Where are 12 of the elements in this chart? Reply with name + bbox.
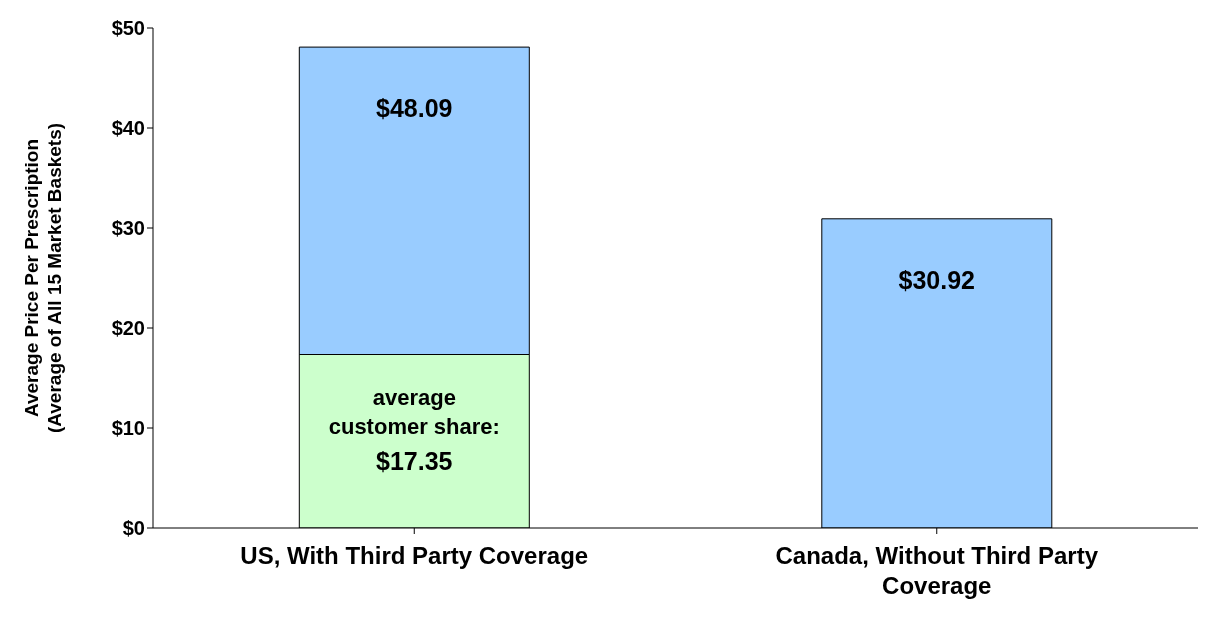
total-label: $48.09 [376, 94, 453, 123]
y-tick-label: $30 [111, 217, 145, 240]
y-tick-label: $0 [122, 517, 145, 540]
y-tick-label: $40 [111, 117, 145, 140]
data-label: average customer share: $17.35 [328, 384, 500, 475]
y-tick-label: $10 [111, 417, 145, 440]
y-tick-label: $20 [111, 317, 145, 340]
total-label: $30.92 [898, 265, 976, 294]
y-axis-title: Average Price Per Prescription (Average of All 15 Market Baskets) [21, 122, 65, 434]
y-tick-label: $50 [111, 17, 145, 40]
x-tick-label: US, With Third Party Coverage [240, 542, 589, 569]
x-tick-label: Canada, Without Third Party Coverage [775, 542, 1099, 599]
